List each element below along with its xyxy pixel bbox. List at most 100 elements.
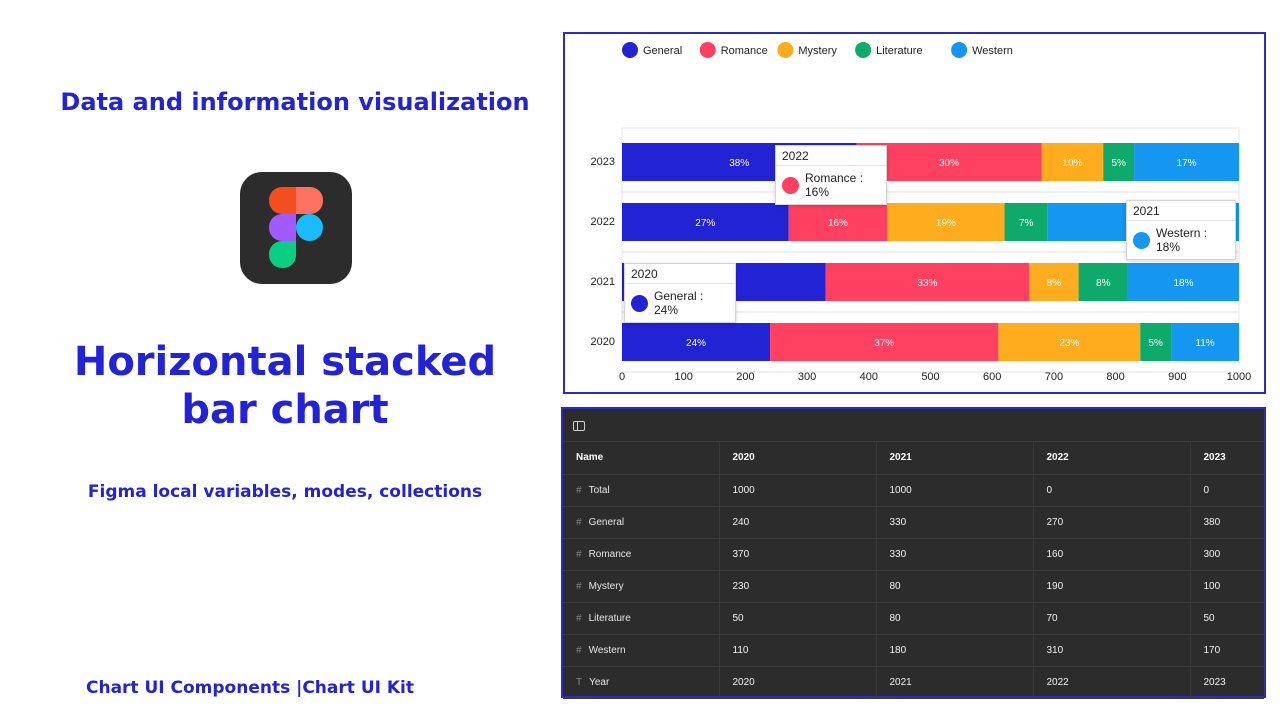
bar-segment-literature	[1004, 203, 1048, 241]
x-tick-label: 700	[1045, 371, 1063, 383]
variable-value-cell[interactable]: 330	[876, 538, 1034, 571]
y-tick-label: 2022	[591, 216, 615, 228]
panel-icon[interactable]	[573, 421, 585, 431]
variable-value-cell[interactable]: 2020	[719, 666, 877, 699]
variable-value-cell[interactable]: 270	[1033, 506, 1191, 539]
tooltip-color-dot	[631, 294, 648, 312]
variable-value-cell[interactable]: 0	[1033, 474, 1191, 507]
logo-shape-red	[269, 187, 296, 214]
variable-value-cell[interactable]: 80	[876, 602, 1034, 635]
variable-value-cell[interactable]: 110	[719, 634, 877, 667]
variable-value-cell[interactable]: 370	[719, 538, 877, 571]
data-label: 37%	[874, 338, 894, 349]
header-mode-2020[interactable]: 2020	[719, 442, 877, 475]
legend-swatch	[622, 42, 638, 58]
number-variable-icon: #	[576, 612, 582, 624]
header-mode-2022[interactable]: 2022	[1033, 442, 1191, 475]
table-row[interactable]: # General 240 330 270 380	[563, 506, 1264, 539]
variable-name: Literature	[588, 612, 631, 624]
tooltip-label: Romance : 16%	[805, 171, 864, 199]
header-mode-2021[interactable]: 2021	[876, 442, 1034, 475]
bar-segment-mystery	[887, 203, 1005, 241]
variable-value-cell[interactable]: 380	[1190, 506, 1264, 539]
variable-value-cell[interactable]: 170	[1190, 634, 1264, 667]
variable-value-cell[interactable]: 70	[1033, 602, 1191, 635]
variable-name-cell[interactable]: # Western	[563, 634, 720, 667]
bar-segment-romance	[788, 203, 888, 241]
variable-value-cell[interactable]: 330	[876, 506, 1034, 539]
variable-value-cell[interactable]: 190	[1033, 570, 1191, 603]
number-variable-icon: #	[576, 516, 582, 528]
table-row[interactable]: # Mystery 230 80 190 100	[563, 570, 1264, 603]
data-label: 19%	[936, 218, 956, 229]
variable-value-cell[interactable]: 230	[719, 570, 877, 603]
variable-value-cell[interactable]: 0	[1190, 474, 1264, 507]
variable-value-cell[interactable]: 160	[1033, 538, 1191, 571]
header-mode-2023[interactable]: 2023	[1190, 442, 1264, 475]
x-tick-label: 1000	[1227, 371, 1251, 383]
variable-value-cell[interactable]: 240	[719, 506, 877, 539]
variable-value-cell[interactable]: 2023	[1190, 666, 1264, 699]
table-row[interactable]: T Year 2020 2021 2022 2023	[563, 666, 1264, 699]
data-label: 16%	[828, 218, 848, 229]
table-row[interactable]: # Total 1000 1000 0 0	[563, 474, 1264, 507]
variable-value-cell[interactable]: 310	[1033, 634, 1191, 667]
variable-value-cell[interactable]: 2021	[876, 666, 1034, 699]
tooltip-2022-romance: 2022 Romance : 16%	[775, 145, 887, 205]
variable-name-cell[interactable]: T Year	[563, 666, 720, 699]
variable-name: Total	[588, 484, 610, 496]
tooltip-color-dot	[782, 176, 799, 194]
variables-table: Name 2020 2021 2022 2023 # Total 1000 1000 0…	[563, 442, 1264, 699]
variable-name-cell[interactable]: # Romance	[563, 538, 720, 571]
legend-label: Literature	[876, 45, 922, 57]
x-tick-label: 800	[1106, 371, 1124, 383]
bar-segment-romance	[770, 323, 999, 361]
logo-shape-blue	[296, 214, 323, 241]
tooltip-year: 2022	[776, 146, 886, 166]
variable-value-cell[interactable]: 1000	[876, 474, 1034, 507]
variable-value-cell[interactable]: 180	[876, 634, 1034, 667]
variable-value-cell[interactable]: 50	[719, 602, 877, 635]
bar-segment-western	[1127, 263, 1239, 301]
chart-panel: General Romance Mystery Literature Western 20…	[563, 32, 1266, 394]
page-title: Horizontal stacked bar chart	[73, 339, 497, 433]
tooltip-year: 2020	[625, 264, 735, 284]
variable-value-cell[interactable]: 1000	[719, 474, 877, 507]
table-row[interactable]: # Western 110 180 310 170	[563, 634, 1264, 667]
bar-segment-romance	[825, 263, 1030, 301]
number-variable-icon: #	[576, 484, 582, 496]
data-label: 5%	[1148, 338, 1163, 349]
variable-name-cell[interactable]: # General	[563, 506, 720, 539]
table-row[interactable]: # Literature 50 80 70 50	[563, 602, 1264, 635]
variable-name: Mystery	[588, 580, 624, 592]
data-label: 5%	[1111, 158, 1126, 169]
tooltip-2021-western: 2021 Western : 18%	[1126, 200, 1236, 260]
tooltip-year: 2021	[1127, 201, 1235, 221]
data-label: 7%	[1019, 218, 1034, 229]
logo-shape-green	[269, 241, 296, 268]
variable-value-cell[interactable]: 100	[1190, 570, 1264, 603]
variable-name-cell[interactable]: # Literature	[563, 602, 720, 635]
data-label: 17%	[1177, 158, 1197, 169]
variable-value-cell[interactable]: 50	[1190, 602, 1264, 635]
bar-segment-general	[622, 203, 789, 241]
variable-value-cell[interactable]: 80	[876, 570, 1034, 603]
number-variable-icon: #	[576, 548, 582, 560]
tooltip-color-dot	[1133, 231, 1150, 249]
bar-segment-literature	[1103, 143, 1135, 181]
data-label: 33%	[917, 278, 937, 289]
legend-label: Romance	[721, 45, 768, 57]
tooltip-label: General : 24%	[654, 289, 704, 317]
variable-name-cell[interactable]: # Total	[563, 474, 720, 507]
table-header-row: Name 2020 2021 2022 2023	[563, 442, 1264, 475]
table-row[interactable]: # Romance 370 330 160 300	[563, 538, 1264, 571]
legend-label: Western	[972, 45, 1013, 57]
table-toolbar	[563, 409, 1264, 442]
bar-segment-western	[1171, 323, 1239, 361]
variable-name: General	[588, 516, 625, 528]
variable-value-cell[interactable]: 2022	[1033, 666, 1191, 699]
x-tick-label: 900	[1168, 371, 1186, 383]
variable-name-cell[interactable]: # Mystery	[563, 570, 720, 603]
figma-logo-icon	[240, 172, 352, 284]
variable-value-cell[interactable]: 300	[1190, 538, 1264, 571]
